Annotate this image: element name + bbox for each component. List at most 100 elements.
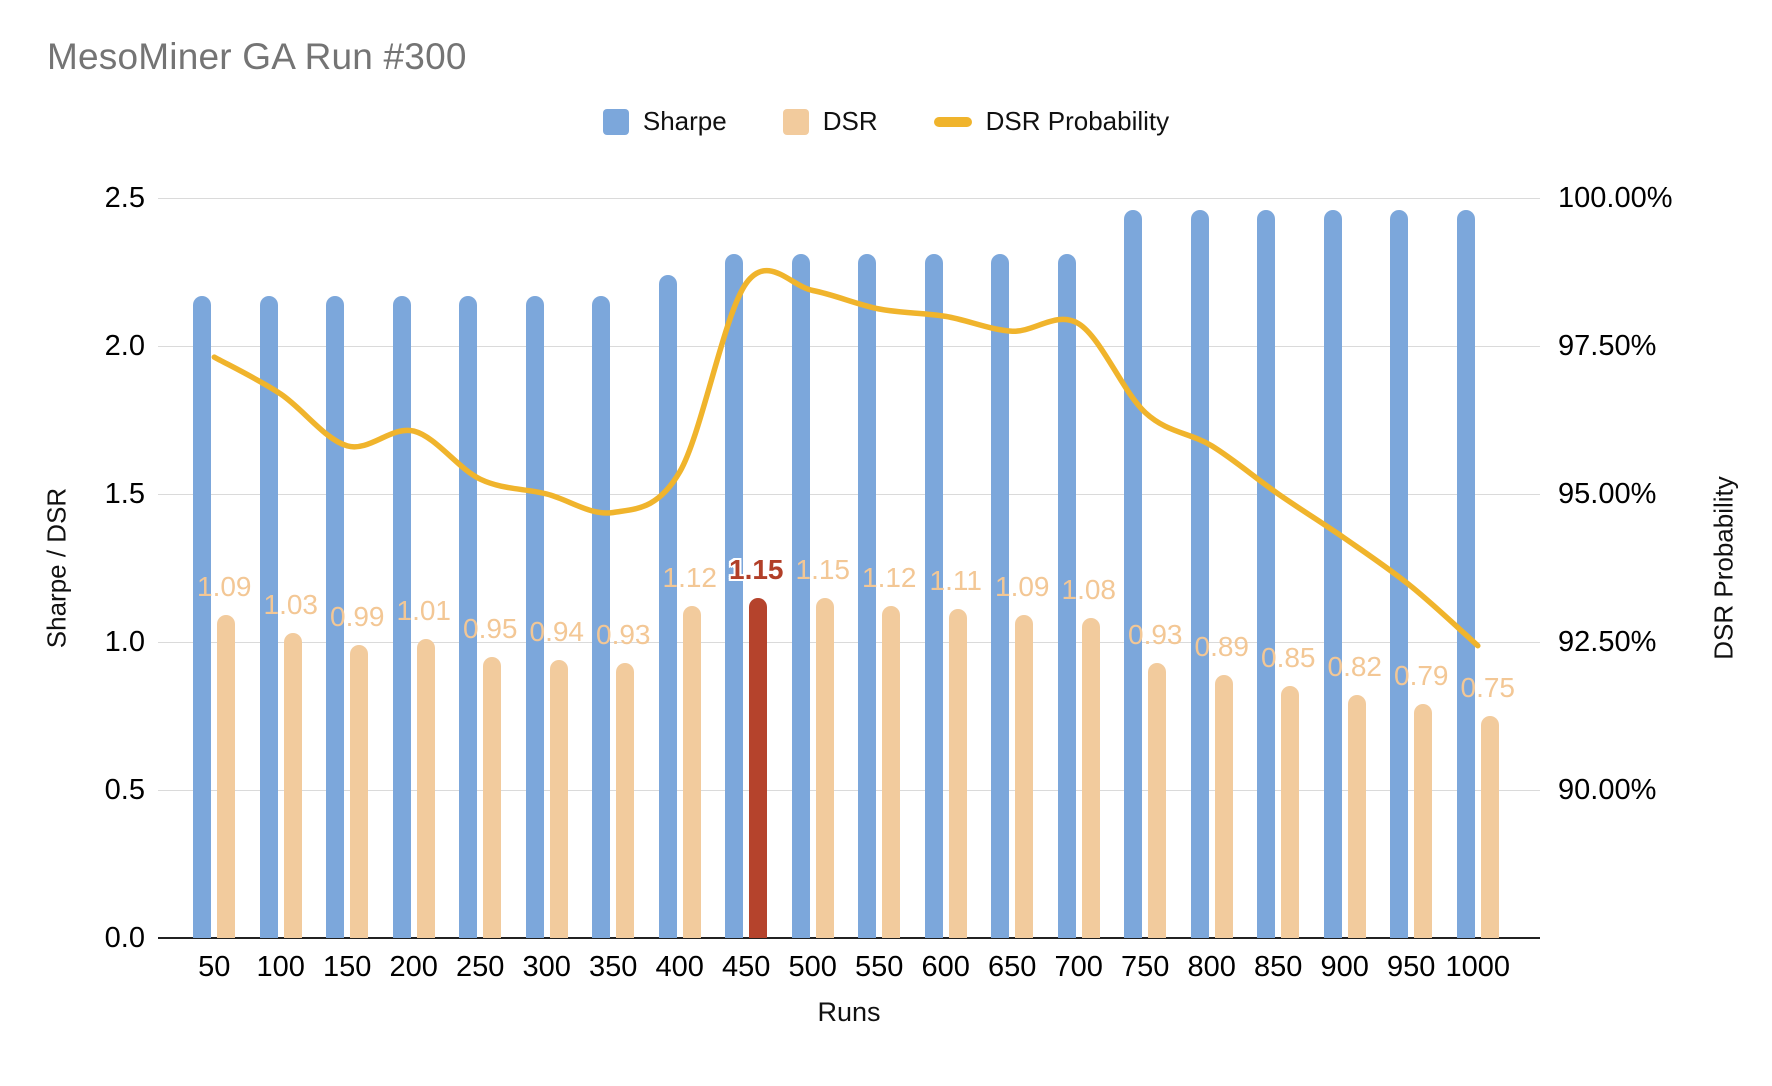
sharpe-bar[interactable]	[459, 295, 478, 938]
dsr-bar[interactable]	[616, 662, 635, 938]
dsr-bar[interactable]	[682, 606, 701, 938]
sharpe-bar[interactable]	[725, 254, 744, 938]
sharpe-bar[interactable]	[525, 295, 544, 938]
x-tick-label: 400	[655, 951, 704, 983]
dsr-value-label: 1.08	[1061, 574, 1117, 606]
gridline	[158, 346, 1540, 347]
right-y-tick-label: 92.50%	[1558, 626, 1657, 658]
x-tick-label: 650	[988, 951, 1037, 983]
sharpe-bar[interactable]	[991, 254, 1010, 938]
left-y-tick-label: 2.5	[104, 182, 145, 214]
sharpe-bar[interactable]	[259, 295, 278, 938]
right-y-tick-label: 100.00%	[1558, 182, 1673, 214]
left-y-tick-label: 1.0	[104, 626, 145, 658]
legend-item-dsr[interactable]: DSR	[782, 106, 878, 137]
sharpe-bar[interactable]	[1257, 209, 1276, 938]
x-axis-baseline	[158, 937, 1540, 939]
sharpe-bar[interactable]	[858, 254, 877, 938]
x-tick-label: 350	[589, 951, 638, 983]
left-y-tick-label: 0.5	[104, 774, 145, 806]
dsr-probability-line[interactable]	[211, 267, 1481, 649]
plot-area: 1.09 50 1.03 100 0.99 150 1.01 200 0.95 250 0.94 30…	[158, 198, 1540, 983]
sharpe-bar[interactable]	[1456, 209, 1475, 938]
dsr-probability-line-swatch-icon	[933, 116, 972, 127]
bar-group: 0.95 250	[447, 198, 518, 983]
dsr-value-label: 0.93	[1128, 618, 1183, 650]
right-y-tick-label: 95.00%	[1558, 478, 1657, 510]
dsr-bar[interactable]	[350, 644, 369, 938]
legend-item-dsr-probability[interactable]: DSR Probability	[933, 106, 1170, 137]
x-tick-label: 700	[1054, 951, 1103, 983]
x-tick-label: 1000	[1445, 951, 1510, 983]
gridline	[158, 494, 1540, 495]
bar-group: 1.01 200	[381, 198, 451, 983]
x-tick-label: 250	[456, 951, 505, 983]
gridline	[158, 790, 1540, 791]
legend-label-sharpe: Sharpe	[642, 106, 727, 136]
x-tick-label: 150	[323, 951, 372, 983]
dsr-bar[interactable]	[217, 615, 236, 938]
legend-label-dsr: DSR	[822, 106, 878, 136]
dsr-swatch-icon	[782, 108, 809, 135]
bar-group: 1.15 500	[780, 198, 850, 983]
gridline	[158, 642, 1540, 643]
x-tick-label: 850	[1254, 951, 1303, 983]
dsr-bar[interactable]	[815, 597, 834, 938]
dsr-value-label-highlighted: 1.15	[729, 553, 784, 585]
dsr-bar[interactable]	[283, 633, 302, 938]
dsr-bar[interactable]	[1414, 704, 1433, 938]
dsr-bar[interactable]	[1281, 686, 1300, 938]
left-y-tick-label: 1.5	[104, 478, 145, 510]
dsr-bar[interactable]	[1214, 674, 1233, 938]
right-y-tick-label: 90.00%	[1558, 774, 1657, 806]
dsr-value-label: 0.95	[463, 612, 518, 644]
x-tick-label: 300	[522, 951, 571, 983]
bar-group: 0.82 900	[1312, 198, 1382, 983]
dsr-value-label: 1.01	[396, 595, 452, 627]
dsr-bar-highlighted[interactable]	[749, 597, 768, 938]
sharpe-bar[interactable]	[392, 295, 411, 938]
sharpe-bar[interactable]	[924, 254, 943, 938]
dsr-value-label: 1.09	[197, 571, 252, 603]
x-tick-label: 200	[389, 951, 438, 983]
dsr-bar[interactable]	[1347, 695, 1366, 938]
x-axis-title: Runs	[817, 997, 881, 1027]
dsr-bar[interactable]	[483, 656, 502, 938]
sharpe-bar[interactable]	[1190, 209, 1209, 938]
left-y-tick-label: 2.0	[104, 330, 145, 362]
x-tick-label: 50	[198, 951, 231, 983]
dsr-bar[interactable]	[1480, 716, 1499, 938]
sharpe-swatch-icon	[602, 108, 629, 135]
bar-group: 0.99 150	[314, 198, 385, 983]
dsr-value-label: 1.09	[995, 571, 1050, 603]
bar-group: 1.11 600	[913, 198, 982, 983]
dsr-bar[interactable]	[1015, 615, 1034, 938]
sharpe-bar[interactable]	[1057, 254, 1076, 938]
bar-group: 1.09 50	[181, 198, 252, 983]
bar-group: 1.08 700	[1046, 198, 1116, 983]
dsr-bar[interactable]	[948, 609, 967, 938]
dsr-value-label: 1.12	[662, 562, 718, 594]
x-tick-label: 100	[256, 951, 305, 983]
bar-group: 1.12 400	[647, 198, 717, 983]
legend-item-sharpe[interactable]: Sharpe	[602, 106, 727, 137]
bar-group: 0.94 300	[514, 198, 584, 983]
bar-group: 1.03 100	[248, 198, 318, 983]
x-tick-label: 600	[921, 951, 970, 983]
dsr-bar[interactable]	[882, 606, 901, 938]
sharpe-bar[interactable]	[791, 254, 810, 938]
dsr-value-label: 1.12	[862, 562, 917, 594]
dsr-bar[interactable]	[1081, 618, 1100, 938]
dsr-value-label: 1.11	[929, 565, 982, 597]
sharpe-bar[interactable]	[193, 295, 212, 938]
sharpe-bar[interactable]	[592, 295, 611, 938]
dsr-bar[interactable]	[549, 659, 568, 938]
legend-label-dsr-probability: DSR Probability	[985, 106, 1170, 136]
sharpe-bar[interactable]	[658, 274, 677, 938]
sharpe-bar[interactable]	[326, 295, 345, 938]
x-tick-label: 950	[1387, 951, 1436, 983]
dsr-value-label: 0.93	[596, 618, 651, 650]
sharpe-bar[interactable]	[1323, 209, 1342, 938]
dsr-bar[interactable]	[416, 639, 435, 938]
dsr-bar[interactable]	[1148, 662, 1167, 938]
